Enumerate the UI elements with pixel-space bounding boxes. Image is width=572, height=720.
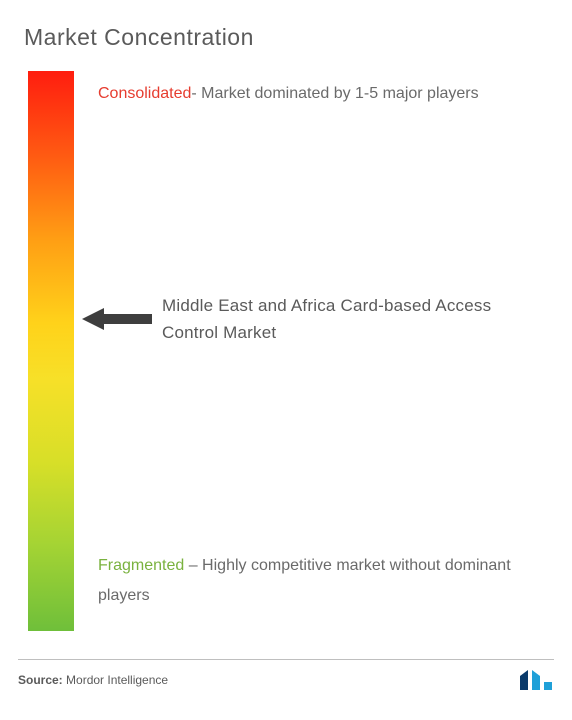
top-label-desc: - Market dominated by 1-5 major players <box>191 85 478 102</box>
logo-icon <box>518 668 554 692</box>
marker-text: Middle East and Africa Card-based Access… <box>162 292 544 346</box>
bottom-label: Fragmented – Highly competitive market w… <box>98 551 544 612</box>
market-marker: Middle East and Africa Card-based Access… <box>82 292 544 346</box>
arrow-left-icon <box>82 306 152 332</box>
footer: Source: Mordor Intelligence <box>18 659 554 692</box>
top-label-key: Consolidated <box>98 85 191 102</box>
bottom-label-key: Fragmented <box>98 557 184 574</box>
page-title: Market Concentration <box>24 24 544 51</box>
source-value: Mordor Intelligence <box>63 673 168 687</box>
top-label: Consolidated- Market dominated by 1-5 ma… <box>98 79 544 109</box>
content-area: Consolidated- Market dominated by 1-5 ma… <box>28 71 544 631</box>
source-label: Source: <box>18 673 63 687</box>
labels-area: Consolidated- Market dominated by 1-5 ma… <box>74 71 544 631</box>
gradient-bar <box>28 71 74 631</box>
source-line: Source: Mordor Intelligence <box>18 673 168 687</box>
